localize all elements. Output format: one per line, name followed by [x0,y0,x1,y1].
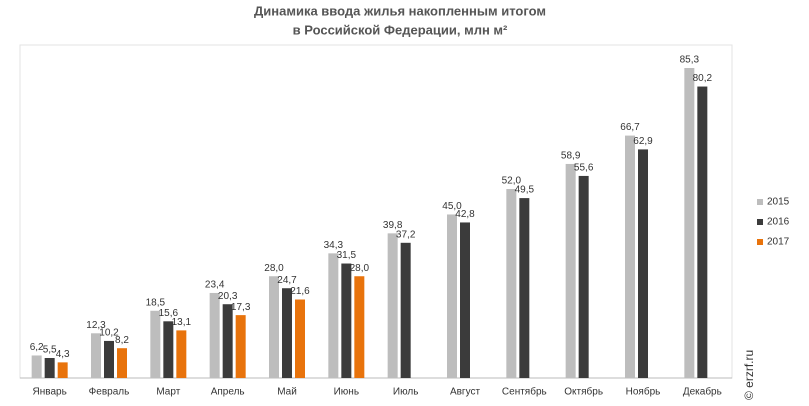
x-tick-label: Июнь [334,387,359,398]
x-tick-label: Сентябрь [502,386,547,398]
bar [684,68,695,378]
chart-title: в Российской Федерации, млн м² [293,22,508,37]
x-tick-label: Октябрь [564,386,603,398]
x-tick-label: Июль [393,387,419,398]
x-tick-label: Март [156,387,180,398]
data-label: 49,5 [515,185,535,196]
bar [354,276,365,378]
bar [163,321,174,378]
data-label: 8,2 [115,335,129,346]
data-label: 13,1 [172,317,192,328]
data-label: 6,2 [30,342,44,353]
data-label: 31,5 [337,250,357,261]
bar [506,189,517,378]
data-label: 58,9 [561,151,581,162]
data-label: 21,6 [290,286,310,297]
data-label: 4,3 [56,349,70,360]
data-label: 20,3 [218,291,238,302]
data-label: 5,5 [43,345,57,356]
bar [387,233,398,378]
bar [519,198,530,378]
data-label: 52,0 [502,176,522,187]
bar [282,288,292,378]
bar [341,263,352,378]
bar [295,299,305,378]
bar [269,276,279,378]
bar [235,315,246,378]
legend-swatch [757,219,763,225]
x-tick-label: Апрель [211,387,245,398]
chart-title: Динамика ввода жилья накопленным итогом [254,3,546,18]
data-label: 39,8 [383,220,403,231]
bar [209,292,220,378]
data-label: 80,2 [693,73,713,84]
legend-label: 2015 [767,197,790,208]
bar [447,214,457,378]
bar [400,242,411,378]
x-tick-label: Май [277,387,297,398]
legend-label: 2016 [767,217,790,228]
data-label: 55,6 [574,163,594,174]
data-label: 66,7 [620,122,640,133]
bar [44,358,55,378]
data-label: 45,0 [442,201,462,212]
data-label: 18,5 [146,297,166,308]
x-tick-label: Ноябрь [626,386,661,398]
data-label: 42,8 [455,209,475,220]
data-label: 12,3 [86,320,106,331]
data-label: 23,4 [205,280,225,291]
x-tick-label: Август [450,387,481,398]
bar [104,340,114,378]
bar [328,253,339,378]
legend-label: 2017 [767,237,790,248]
data-label: 28,0 [350,263,370,274]
bar [150,310,161,378]
bar [117,348,127,378]
data-label: 28,0 [264,263,284,274]
data-label: 34,3 [324,240,344,251]
data-label: 10,2 [99,328,119,339]
data-label: 24,7 [277,275,297,286]
data-label: 62,9 [633,136,653,147]
x-tick-label: Февраль [89,387,130,398]
watermark: © erzrf.ru [742,350,756,400]
bar [625,135,635,378]
bar [176,330,187,378]
bar [57,362,68,378]
data-label: 85,3 [680,55,700,66]
bar [91,333,101,378]
data-label: 17,3 [231,302,251,313]
bar [222,304,233,378]
bar [565,163,576,378]
legend-swatch [757,239,763,245]
legend-swatch [757,199,763,205]
data-label: 37,2 [396,229,416,240]
bar [31,355,42,378]
bar [460,222,470,378]
x-tick-label: Декабрь [683,386,722,398]
data-label: 15,6 [159,308,179,319]
x-tick-label: Январь [33,387,67,398]
bar [578,175,589,378]
bar [638,149,648,378]
bar [697,86,708,379]
